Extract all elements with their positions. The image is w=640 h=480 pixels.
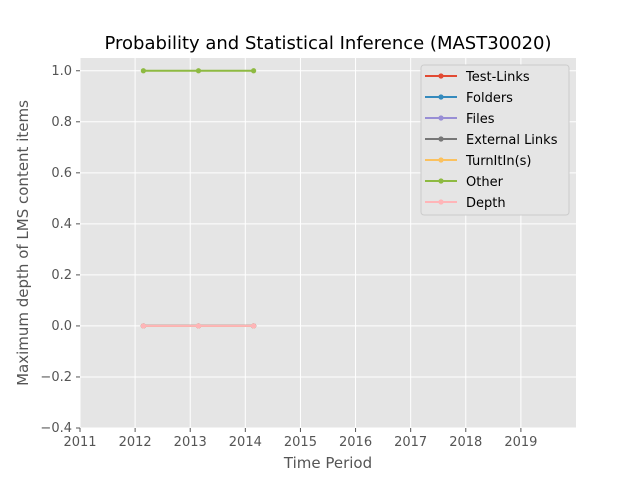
x-tick-label: 2014 [229,435,262,450]
data-point-depth [251,323,257,329]
legend-swatch-marker-test-links [438,73,444,79]
legend-swatch-marker-turnitin-s [438,157,444,163]
data-point-other [251,68,257,74]
legend: Test-Links Folders Files External Links Turn… [420,64,570,216]
data-point-other [195,68,202,74]
x-tick-label: 2013 [174,435,207,450]
y-tick-label: 0.0 [51,319,72,334]
x-tick-label: 2018 [449,435,482,450]
y-tick-label: 0.2 [51,268,72,283]
legend-swatch-marker-folders [438,94,444,100]
data-point-depth [140,323,146,329]
series-layer [140,68,257,329]
legend-swatch-marker-depth [438,199,444,205]
y-axis-label: Maximum depth of LMS content items [14,100,32,386]
x-tick-label: 2016 [339,435,372,450]
legend-label-external-links: External Links [466,133,558,148]
y-tick-label: 0.6 [51,166,72,181]
legend-label-test-links: Test-Links [465,70,530,85]
y-tick-label: 0.4 [51,217,72,232]
legend-label-turnitin-s: TurnItIn(s) [465,154,531,169]
legend-label-folders: Folders [466,91,513,106]
legend-swatch-marker-files [438,115,444,121]
x-tick-label: 2015 [284,435,317,450]
legend-swatch-marker-other [438,178,444,184]
legend-label-depth: Depth [466,196,506,211]
legend-label-files: Files [466,112,495,127]
x-tick-label: 2019 [504,435,537,450]
data-point-depth [195,323,202,329]
legend-swatch-marker-external-links [438,136,444,142]
chart-title: Probability and Statistical Inference (M… [105,33,552,54]
legend-box [420,64,570,216]
x-axis-label: Time Period [283,454,372,472]
legend-label-other: Other [466,175,504,190]
x-tick-label: 2011 [63,435,96,450]
y-tick-label: 0.8 [51,115,72,130]
y-tick-label: 1.0 [51,64,72,79]
x-tick-label: 2012 [119,435,152,450]
ticks: 2011 2012 2013 2014 2015 2016 2017 2018 2019 −0.4… [40,64,537,450]
data-point-other [140,68,146,74]
x-tick-label: 2017 [394,435,427,450]
y-tick-label: −0.2 [40,370,72,385]
y-tick-label: −0.4 [40,421,72,436]
